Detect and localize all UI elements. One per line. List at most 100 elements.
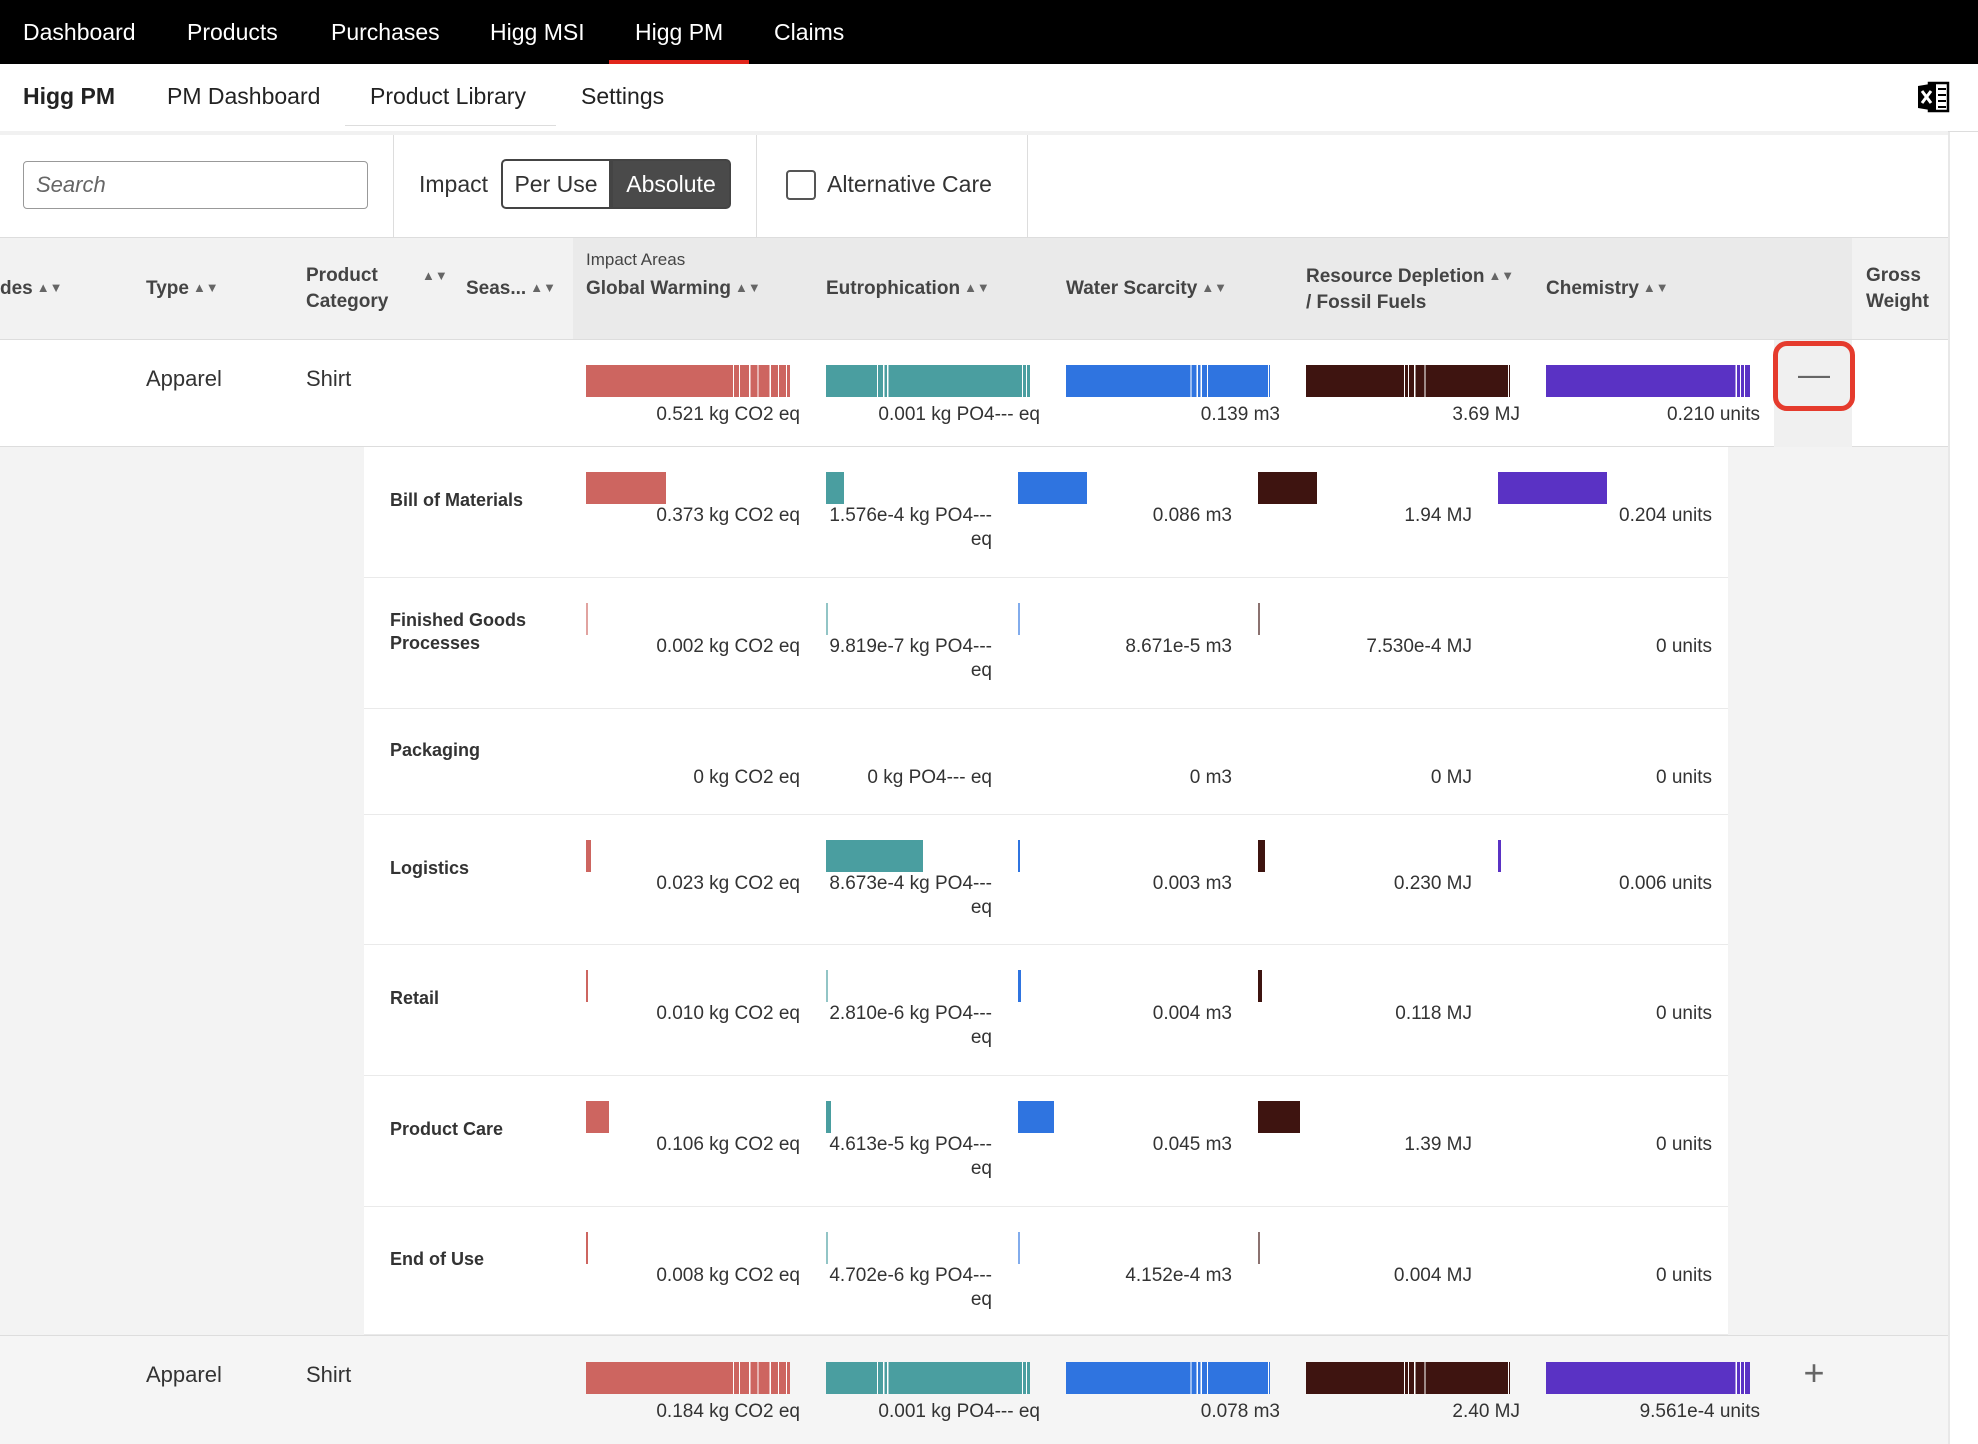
breakdown-resource-depletion-value: 0.230 MJ [1393, 873, 1472, 894]
breakdown-eutrophication-bar [826, 1101, 832, 1133]
toolbar: Impact Per Use Absolute Alternative Care [0, 135, 1948, 238]
breakdown-eutrophication-value: 0 kg PO4--- eq [867, 767, 992, 788]
column-header-season[interactable]: Seas... ▲▼ [466, 278, 556, 299]
breakdown-eutrophication-value: 1.576e-4 kg PO4--- eq [829, 505, 992, 550]
row-2-eutrophication-value: 0.001 kg PO4--- eq [878, 1401, 1040, 1422]
row-1-eutrophication-value: 0.001 kg PO4--- eq [878, 404, 1040, 425]
breakdown-resource-depletion-value: 1.39 MJ [1404, 1134, 1472, 1155]
alternative-care-checkbox[interactable] [786, 170, 816, 200]
expand-row-button[interactable]: + [1803, 1352, 1825, 1393]
table-row[interactable] [0, 340, 1948, 447]
breakdown-eutrophication-value: 4.702e-6 kg PO4--- eq [829, 1265, 992, 1310]
breakdown-stage-label: End of Use [390, 1248, 485, 1269]
water-scarcity-bar [1066, 1362, 1270, 1394]
breakdown-global-warming-bar [586, 603, 588, 635]
breakdown-eutrophication-bar [826, 603, 828, 635]
breakdown-global-warming-value: 0.008 kg CO2 eq [656, 1265, 800, 1286]
breakdown-row [364, 815, 1728, 945]
collapse-row-button[interactable]: — [1798, 356, 1830, 392]
breakdown-row [364, 945, 1728, 1076]
breakdown-eutrophication-bar [826, 970, 828, 1002]
breakdown-panel [364, 447, 1728, 1335]
column-header-resource-depletion[interactable]: Resource Depletion ▲▼ / Fossil Fuels [1306, 266, 1515, 313]
chemistry-bar [1546, 365, 1750, 397]
breakdown-chemistry-bar [1498, 840, 1502, 872]
subnav-settings[interactable]: Settings [581, 83, 665, 109]
nav-products[interactable]: Products [187, 19, 278, 45]
impact-per-use-button[interactable]: Per Use [501, 159, 611, 209]
search-input[interactable] [23, 161, 368, 209]
breakdown-row [364, 1207, 1728, 1335]
breakdown-water-scarcity-value: 0 m3 [1189, 767, 1232, 788]
subnav-higg-pm[interactable]: Higg PM [23, 83, 115, 109]
breakdown-eutrophication-bar [826, 472, 844, 504]
impact-absolute-button[interactable]: Absolute [611, 159, 731, 209]
top-nav: Dashboard Products Purchases Higg MSI Hi… [0, 0, 1978, 64]
row-category: Shirt [306, 1362, 352, 1387]
excel-export-icon[interactable] [1916, 80, 1950, 114]
breakdown-chemistry-bar [1498, 472, 1607, 504]
breakdown-resource-depletion-bar [1258, 1232, 1260, 1264]
breakdown-eutrophication-value: 8.673e-4 kg PO4--- eq [829, 873, 992, 918]
nav-purchases[interactable]: Purchases [331, 19, 440, 45]
breakdown-global-warming-bar [586, 472, 667, 504]
sort-icon[interactable]: ▲▼ [422, 268, 448, 283]
breakdown-eutrophication-bar [826, 1232, 828, 1264]
water-scarcity-bar [1066, 365, 1270, 397]
breakdown-chemistry-value: 0 units [1656, 636, 1712, 657]
breakdown-water-scarcity-value: 0.086 m3 [1152, 505, 1232, 526]
column-header-ides[interactable]: des ▲▼ [0, 278, 63, 299]
collapse-highlight [1773, 341, 1855, 411]
column-header-eutrophication[interactable]: Eutrophication ▲▼ [826, 278, 990, 299]
breakdown-stage-label: Retail [390, 988, 440, 1008]
breakdown-water-scarcity-bar [1018, 1101, 1055, 1133]
breakdown-water-scarcity-bar [1018, 603, 1020, 635]
breakdown-eutrophication-value: 2.810e-6 kg PO4--- eq [829, 1003, 992, 1048]
breakdown-water-scarcity-bar [1018, 840, 1021, 872]
column-header-gross-weight[interactable]: Gross Weight [1866, 265, 1929, 312]
breakdown-resource-depletion-bar [1258, 1101, 1301, 1133]
breakdown-global-warming-bar [586, 1232, 588, 1264]
sub-nav: Higg PM PM Dashboard Product Library Set… [0, 64, 1978, 132]
impact-label: Impact [419, 171, 489, 197]
breakdown-resource-depletion-bar [1258, 472, 1317, 504]
breakdown-resource-depletion-value: 0.004 MJ [1393, 1265, 1472, 1286]
column-header-global-warming[interactable]: Global Warming ▲▼ [586, 278, 761, 299]
row-2-chemistry-value: 9.561e-4 units [1639, 1401, 1760, 1422]
row-1-water-scarcity-value: 0.139 m3 [1200, 404, 1280, 425]
subnav-product-library[interactable]: Product Library [370, 83, 526, 109]
breakdown-eutrophication-value: 9.819e-7 kg PO4--- eq [829, 636, 992, 681]
breakdown-resource-depletion-value: 1.94 MJ [1404, 505, 1472, 526]
breakdown-resource-depletion-value: 7.530e-4 MJ [1366, 636, 1472, 657]
breakdown-global-warming-value: 0.106 kg CO2 eq [656, 1134, 800, 1155]
column-header-product-category[interactable]: Product Category [306, 265, 389, 312]
breakdown-global-warming-value: 0.373 kg CO2 eq [656, 505, 800, 526]
impact-areas-label: Impact Areas [586, 250, 686, 269]
breakdown-chemistry-value: 0 units [1656, 1265, 1712, 1286]
row-2-global-warming-value: 0.184 kg CO2 eq [656, 1401, 800, 1422]
toggle-column-bg [1774, 340, 1852, 447]
resource-depletion-bar [1306, 365, 1510, 397]
nav-higg-msi[interactable]: Higg MSI [490, 19, 585, 45]
subnav-underline-product-library [345, 120, 556, 126]
row-type: Apparel [146, 366, 222, 391]
breakdown-global-warming-value: 0 kg CO2 eq [693, 767, 800, 788]
breakdown-water-scarcity-value: 0.045 m3 [1152, 1134, 1232, 1155]
column-header-chemistry[interactable]: Chemistry ▲▼ [1546, 278, 1669, 299]
subnav-pm-dashboard[interactable]: PM Dashboard [167, 83, 321, 109]
breakdown-chemistry-value: 0.006 units [1619, 873, 1712, 894]
breakdown-global-warming-bar [586, 840, 591, 872]
breakdown-water-scarcity-bar [1018, 1232, 1020, 1264]
breakdown-row [364, 447, 1728, 578]
breakdown-resource-depletion-bar [1258, 970, 1262, 1002]
breakdown-chemistry-value: 0 units [1656, 767, 1712, 788]
row-1-global-warming-value: 0.521 kg CO2 eq [656, 404, 800, 425]
nav-claims[interactable]: Claims [774, 19, 845, 45]
nav-dashboard[interactable]: Dashboard [23, 19, 136, 45]
breakdown-water-scarcity-bar [1018, 970, 1022, 1002]
breakdown-stage-label: Finished Goods Processes [390, 609, 527, 653]
column-header-water-scarcity[interactable]: Water Scarcity ▲▼ [1066, 278, 1228, 299]
column-header-type[interactable]: Type ▲▼ [146, 278, 219, 299]
chemistry-bar [1546, 1362, 1750, 1394]
nav-higg-pm[interactable]: Higg PM [608, 0, 750, 64]
